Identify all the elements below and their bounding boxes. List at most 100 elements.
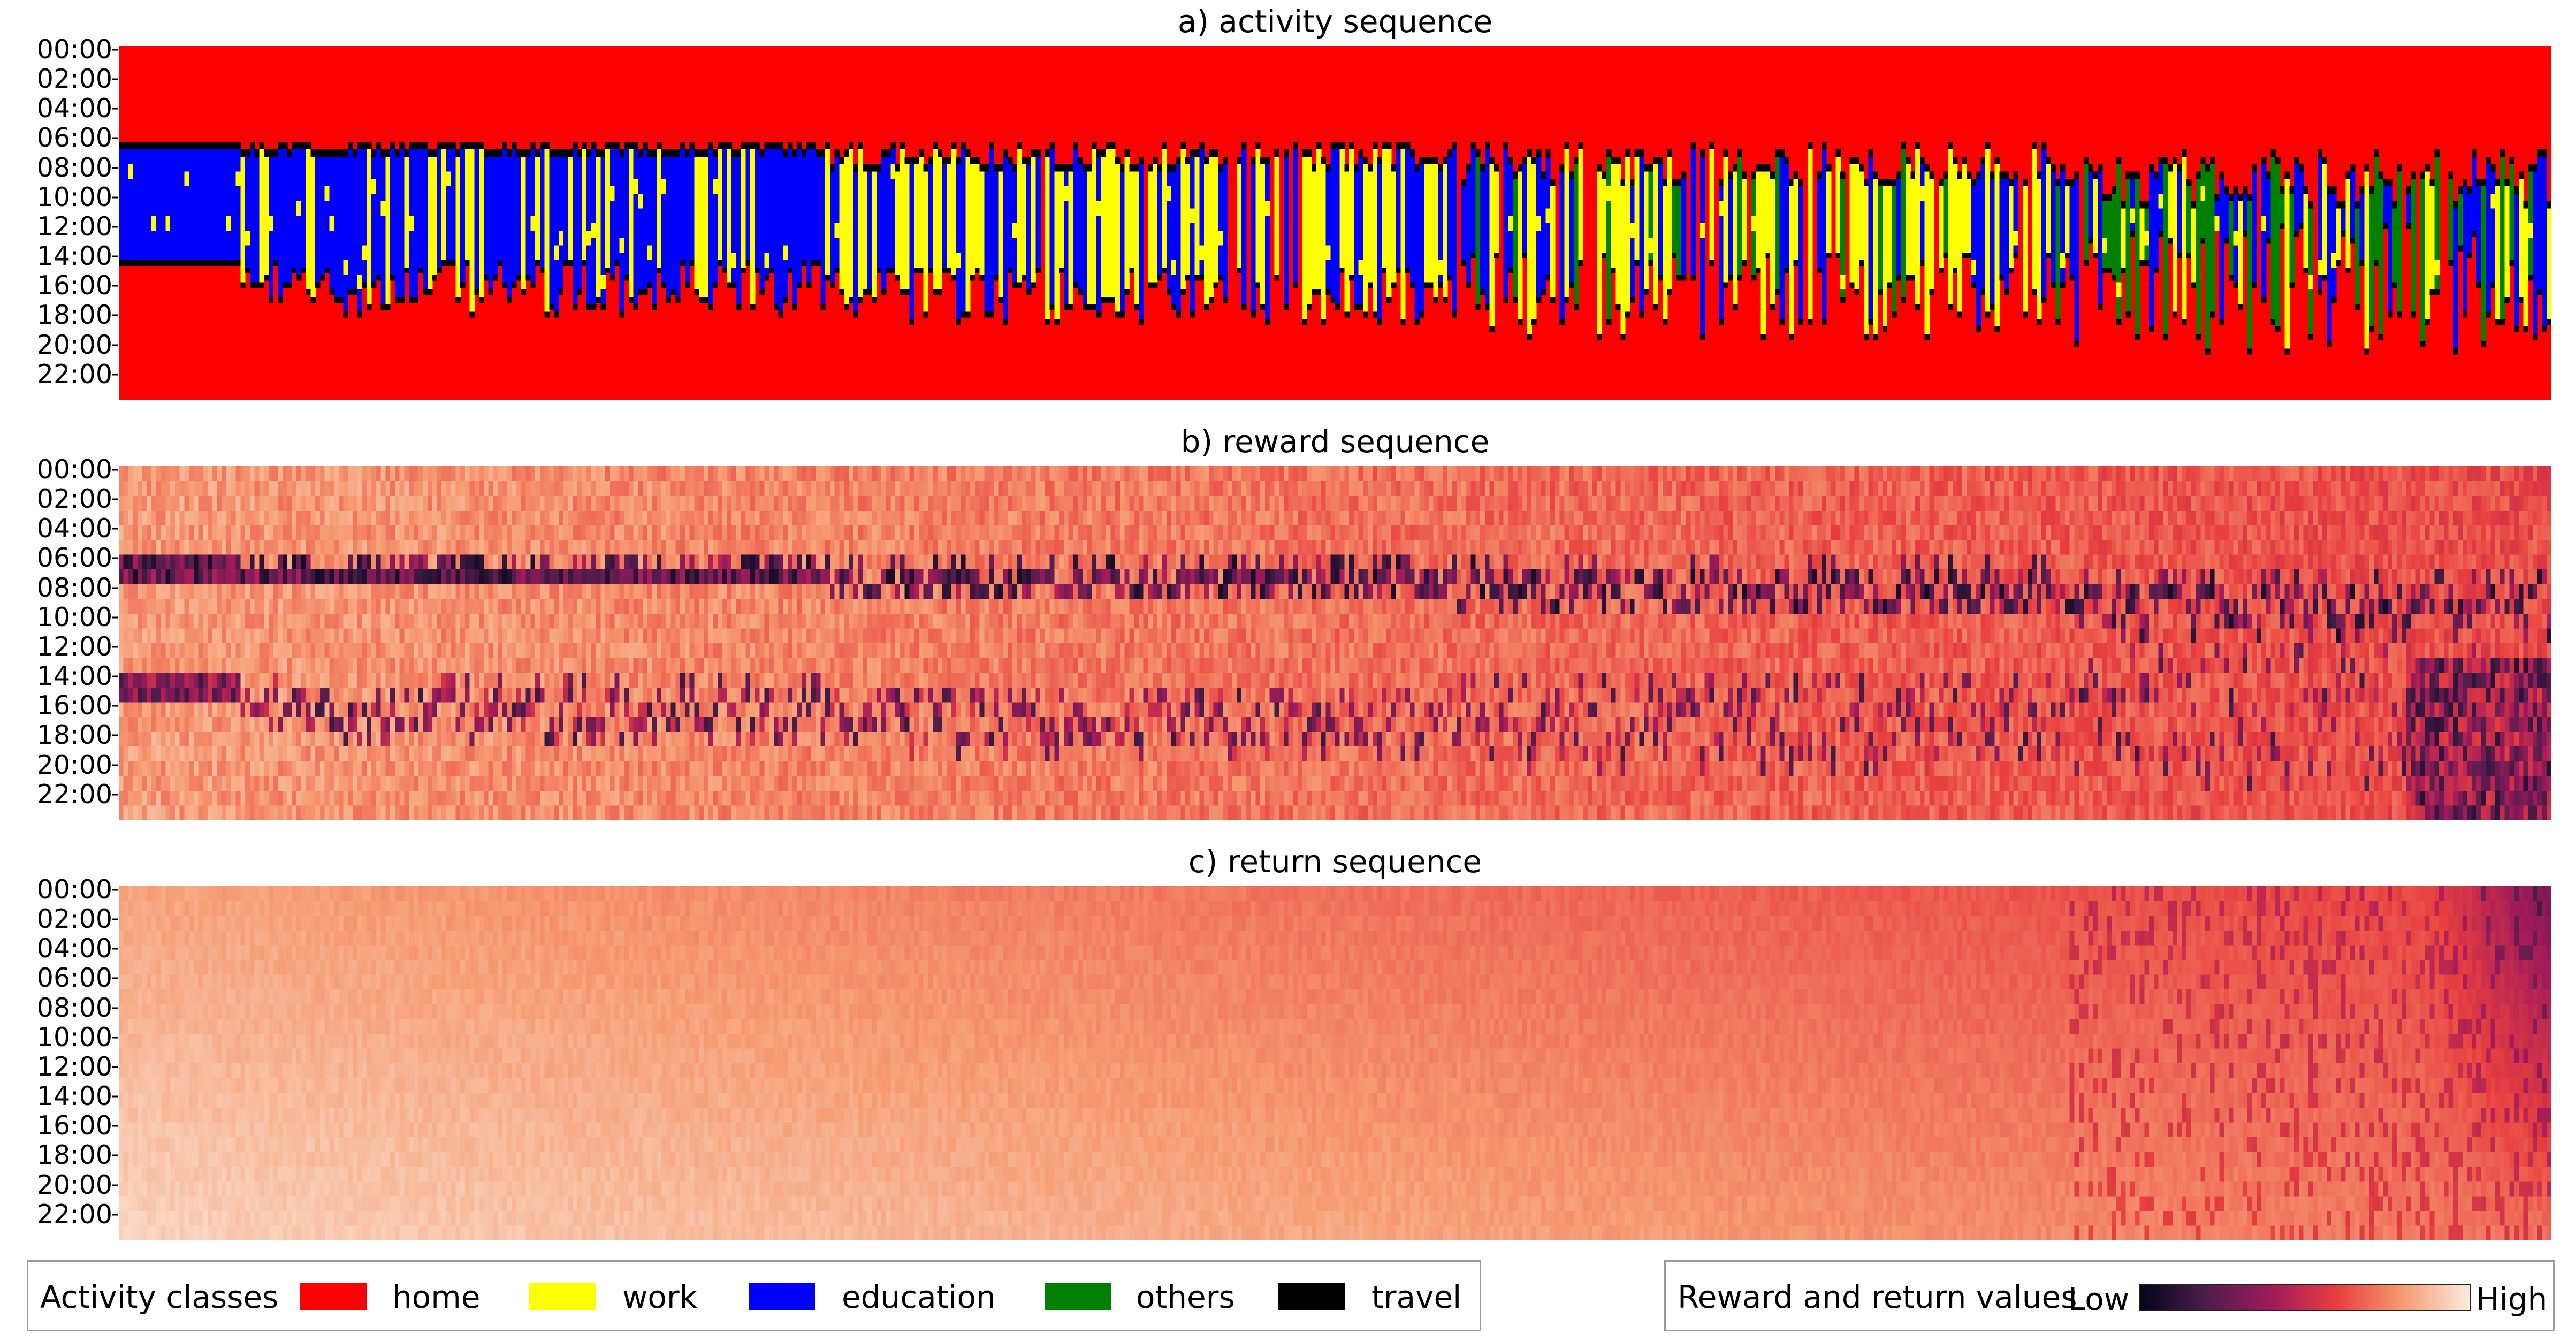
activity-cell-education <box>1358 156 1364 304</box>
reward-cell <box>292 746 297 762</box>
reward-cell <box>226 584 232 599</box>
activity-cell-travel <box>2046 156 2052 164</box>
reward-cell <box>193 746 199 762</box>
reward-cell <box>319 702 325 718</box>
reward-cell <box>544 481 550 496</box>
activity-cell-travel <box>1536 296 1542 303</box>
activity-cell-travel <box>2388 311 2393 318</box>
reward-cell <box>643 481 648 496</box>
reward-cell <box>310 643 316 659</box>
reward-cell <box>222 658 227 673</box>
reward-cell <box>699 687 704 703</box>
activity-cell-work <box>1391 245 1397 260</box>
activity-cell-travel <box>638 289 643 296</box>
reward-cell <box>479 554 484 570</box>
reward-cell <box>455 584 461 599</box>
reward-cell <box>750 673 756 688</box>
reward-cell <box>170 643 176 659</box>
reward-cell <box>217 673 222 688</box>
reward-cell <box>151 746 157 762</box>
reward-cell <box>769 673 774 688</box>
activity-cell-education <box>797 149 802 283</box>
reward-cell <box>123 481 129 496</box>
reward-cell <box>315 673 321 688</box>
reward-cell <box>605 481 611 496</box>
reward-cell <box>147 554 152 570</box>
reward-cell <box>554 658 559 673</box>
reward-cell <box>329 525 334 540</box>
activity-cell-work <box>2261 216 2267 231</box>
reward-cell <box>469 525 475 540</box>
activity-cell-travel <box>1208 296 1214 303</box>
activity-cell-travel <box>647 149 653 157</box>
reward-cell <box>413 805 419 820</box>
reward-cell <box>156 776 162 791</box>
reward-cell <box>399 569 405 585</box>
activity-cell-work <box>1873 179 1878 334</box>
y-tick-mark <box>112 734 118 736</box>
activity-cell-travel <box>2533 333 2538 340</box>
reward-cell <box>423 805 428 820</box>
reward-cell <box>137 569 143 585</box>
reward-cell <box>670 628 676 644</box>
reward-cell <box>437 481 442 496</box>
reward-cell <box>684 466 690 482</box>
reward-cell <box>451 761 456 776</box>
reward-cell <box>591 805 597 820</box>
activity-cell-work <box>1615 179 1621 194</box>
reward-cell <box>179 673 185 688</box>
activity-cell-education <box>1190 156 1195 312</box>
activity-cell-travel <box>1171 164 1177 172</box>
reward-cell <box>427 466 433 482</box>
activity-cell-travel <box>161 260 166 266</box>
activity-cell-education <box>1784 164 1789 268</box>
reward-cell <box>174 761 180 776</box>
reward-cell <box>647 628 653 644</box>
reward-cell <box>245 746 250 762</box>
reward-cell <box>385 613 391 629</box>
reward-cell <box>764 746 769 762</box>
reward-cell <box>362 643 367 659</box>
reward-cell <box>680 790 685 806</box>
reward-cell <box>376 790 382 806</box>
activity-cell-education <box>1171 171 1177 304</box>
activity-cell-work <box>329 216 334 231</box>
reward-cell <box>249 496 255 511</box>
activity-cell-travel <box>1372 311 1378 318</box>
reward-cell <box>684 673 690 688</box>
reward-cell <box>670 613 676 629</box>
reward-cell <box>432 584 438 599</box>
reward-cell <box>222 481 227 496</box>
reward-cell <box>638 732 643 747</box>
reward-cell <box>198 466 203 482</box>
activity-cell-travel <box>1302 319 1308 325</box>
reward-cell <box>507 776 512 791</box>
activity-cell-education <box>647 156 653 283</box>
reward-cell <box>278 746 283 762</box>
reward-cell <box>310 613 316 629</box>
activity-cell-travel <box>858 142 863 150</box>
reward-cell <box>535 481 540 496</box>
reward-cell <box>222 599 227 614</box>
reward-cell <box>133 673 138 688</box>
activity-cell-travel <box>1569 282 1574 288</box>
activity-cell-travel <box>979 164 985 172</box>
activity-cell-travel <box>1330 142 1336 150</box>
reward-cell <box>179 584 185 599</box>
reward-cell <box>577 599 583 614</box>
activity-cell-travel <box>2172 156 2178 164</box>
reward-cell <box>722 805 728 820</box>
activity-cell-others <box>1901 149 1907 297</box>
activity-cell-travel <box>2518 296 2524 303</box>
y-tick-label: 10:00 <box>37 183 112 211</box>
activity-cell-travel <box>488 149 493 157</box>
reward-cell <box>231 569 237 585</box>
activity-cell-others <box>2112 193 2117 275</box>
reward-cell <box>385 584 391 599</box>
reward-cell <box>680 628 685 644</box>
reward-cell <box>661 584 667 599</box>
reward-cell <box>151 805 157 820</box>
reward-cell <box>479 702 484 718</box>
activity-cell-travel <box>1012 164 1018 172</box>
reward-cell <box>684 525 690 540</box>
